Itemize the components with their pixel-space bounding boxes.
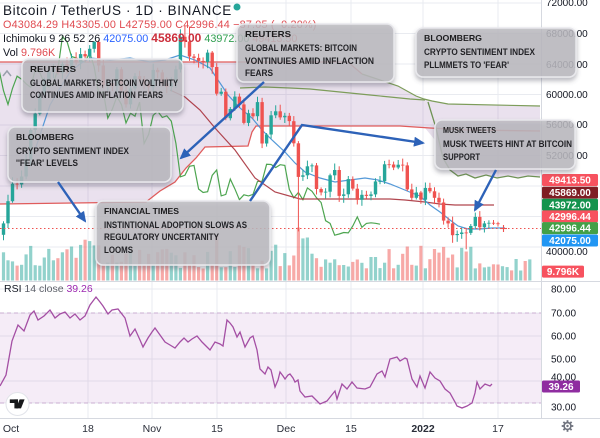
svg-text:MUSK TWEETS: MUSK TWEETS	[443, 125, 496, 135]
svg-text:CRYPTO SENTIMENT INDEX: CRYPTO SENTIMENT INDEX	[424, 47, 536, 58]
svg-text:GLOBAL MARKETS; BITCOIN VOLTHI: GLOBAL MARKETS; BITCOIN VOLTHIITY	[30, 78, 179, 89]
svg-text:PLLMMETS TO 'FEAR': PLLMMETS TO 'FEAR'	[424, 60, 509, 71]
svg-text:BLOOMBERG: BLOOMBERG	[424, 33, 482, 43]
svg-text:RSI 14 close 39.26: RSI 14 close 39.26	[4, 283, 93, 295]
svg-text:Vol 9.796K: Vol 9.796K	[3, 47, 56, 59]
svg-text:SUPPORT: SUPPORT	[443, 152, 480, 163]
svg-text:30.00: 30.00	[551, 403, 576, 414]
svg-text:Oct: Oct	[3, 423, 19, 435]
svg-text:CONTINUES AMID INFLATION FEARS: CONTINUES AMID INFLATION FEARS	[30, 90, 163, 101]
svg-text:LOOMS: LOOMS	[104, 245, 133, 256]
svg-text:BLOOMBERG: BLOOMBERG	[16, 132, 74, 142]
svg-text:REUTERS: REUTERS	[30, 64, 76, 74]
svg-text:42075.00: 42075.00	[549, 236, 591, 247]
svg-text:GLOBAL MARKETS: BITCOIN: GLOBAL MARKETS: BITCOIN	[245, 43, 357, 54]
svg-text:REUTERS: REUTERS	[245, 29, 291, 39]
svg-text:43972.00: 43972.00	[549, 200, 591, 211]
svg-text:40.00: 40.00	[551, 373, 576, 384]
svg-text:42996.44: 42996.44	[549, 224, 591, 235]
svg-text:50.00: 50.00	[551, 355, 576, 366]
svg-text:17: 17	[492, 423, 504, 435]
svg-text:REGULATORY UNCERTANITY: REGULATORY UNCERTANITY	[104, 232, 220, 243]
svg-text:Dec: Dec	[277, 423, 296, 435]
svg-text:MUSK TWEETS HINT AT BITCOIN: MUSK TWEETS HINT AT BITCOIN	[443, 139, 572, 150]
svg-text:VONTINUIES AMID INFLACTION: VONTINUIES AMID INFLACTION	[245, 56, 374, 67]
svg-text:9.796K: 9.796K	[547, 267, 580, 278]
svg-text:70.00: 70.00	[551, 309, 576, 320]
svg-text:42996.44: 42996.44	[549, 212, 591, 223]
svg-text:CRYPTO SENTIMENT INDEX: CRYPTO SENTIMENT INDEX	[16, 146, 130, 157]
svg-text:49413.50: 49413.50	[549, 176, 591, 187]
svg-text:FEARS: FEARS	[245, 68, 273, 79]
svg-text:''FEAR' LEVELS: ''FEAR' LEVELS	[16, 158, 78, 169]
svg-text:39.26: 39.26	[548, 382, 573, 393]
svg-text:Bitcoin / TetherUS · 1D · BINA: Bitcoin / TetherUS · 1D · BINANCE	[3, 3, 232, 18]
svg-text:INSTINTIONAL ADOPTION SLOWS AS: INSTINTIONAL ADOPTION SLOWS AS	[104, 220, 247, 231]
svg-text:15: 15	[211, 423, 223, 435]
svg-text:15: 15	[345, 423, 357, 435]
svg-text:72000.00: 72000.00	[546, 0, 588, 9]
svg-text:60000.00: 60000.00	[546, 90, 588, 101]
svg-text:60.00: 60.00	[551, 332, 576, 343]
svg-text:2022: 2022	[411, 423, 435, 435]
svg-text:Nov: Nov	[143, 423, 162, 435]
svg-text:80.00: 80.00	[551, 285, 576, 296]
svg-text:18: 18	[82, 423, 94, 435]
svg-text:40000.00: 40000.00	[546, 247, 588, 258]
svg-text:45869.00: 45869.00	[549, 188, 591, 199]
svg-text:FINANCIAL TIMES: FINANCIAL TIMES	[104, 206, 179, 216]
